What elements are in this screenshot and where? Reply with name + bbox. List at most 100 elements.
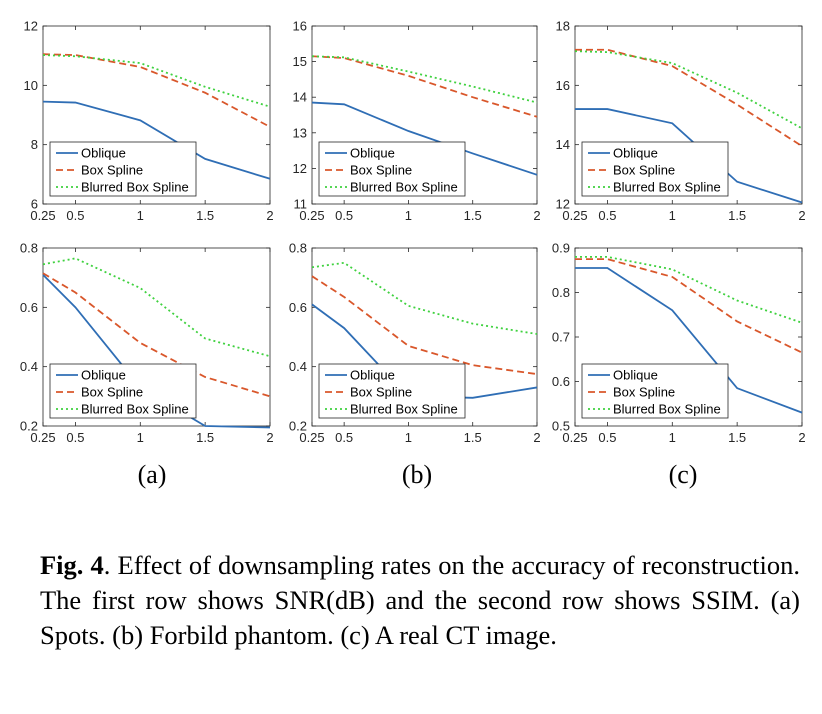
series-line-blurred-box-spline: [575, 255, 803, 324]
axes-box: [574, 25, 803, 205]
y-tick-label: 0.5: [552, 419, 570, 434]
legend-box: [49, 141, 197, 197]
panel-label-a: (a): [137, 460, 167, 489]
legend: Oblique Box Spline Blurred Box Spline: [49, 363, 197, 419]
legend-label-box-spline: Box Spline: [350, 385, 412, 400]
x-tick-label: 0.5: [598, 430, 616, 445]
chart-panel-a-snr: 0.25 0.5 1 1.5 2 6 8 10 12 Oblique Box Spline Blurr…: [24, 19, 274, 224]
legend: Oblique Box Spline Blurred Box Spline: [318, 363, 466, 419]
x-tick-label: 1.5: [728, 208, 746, 223]
x-tick-label: 1.5: [728, 430, 746, 445]
y-tick-label: 0.2: [20, 419, 38, 434]
x-tick-label: 1.5: [464, 430, 482, 445]
y-tick-label: 8: [31, 137, 38, 152]
y-tick-label: 14: [293, 90, 307, 105]
x-tick-label: 1.5: [464, 208, 482, 223]
chart-panel-b-snr: 0.25 0.5 1 1.5 2 11 12 13 14 15 16 Oblique Box Splin…: [293, 19, 541, 224]
y-tick-label: 12: [293, 161, 307, 176]
legend-label-box-spline: Box Spline: [350, 163, 412, 178]
y-tick-label: 12: [24, 19, 38, 34]
y-tick-label: 0.4: [289, 359, 307, 374]
x-tick-label: 1: [137, 208, 144, 223]
legend-label-oblique: Oblique: [350, 146, 395, 161]
x-tick-label: 0.25: [562, 430, 587, 445]
legend: Oblique Box Spline Blurred Box Spline: [581, 141, 729, 197]
legend-label-oblique: Oblique: [350, 368, 395, 383]
y-tick-label: 0.4: [20, 359, 38, 374]
axes-box: [42, 247, 271, 427]
series-line-oblique: [575, 267, 803, 414]
legend-label-oblique: Oblique: [613, 368, 658, 383]
legend-label-blurred-box-spline: Blurred Box Spline: [350, 402, 458, 417]
x-tick-label: 1: [137, 430, 144, 445]
caption-text: . Effect of downsampling rates on the ac…: [40, 550, 800, 650]
series-line-box-spline: [575, 48, 803, 147]
series-line-box-spline: [42, 53, 271, 128]
y-tick-label: 13: [293, 125, 307, 140]
series-line-box-spline: [42, 272, 271, 398]
x-tick-label: 0.25: [299, 208, 324, 223]
series-line-oblique: [575, 108, 803, 204]
x-tick-label: 0.5: [66, 208, 84, 223]
chart-panel-a-ssim: 0.25 0.5 1 1.5 2 0.2 0.4 0.6 0.8 Oblique Box Splin…: [20, 241, 274, 446]
legend-box: [318, 141, 466, 197]
x-tick-label: 0.25: [299, 430, 324, 445]
x-tick-label: 1: [405, 430, 412, 445]
legend-label-blurred-box-spline: Blurred Box Spline: [613, 180, 721, 195]
x-tick-label: 0.5: [335, 430, 353, 445]
x-tick-label: 0.25: [30, 430, 55, 445]
legend-box: [318, 363, 466, 419]
x-tick-label: 2: [798, 430, 805, 445]
legend: Oblique Box Spline Blurred Box Spline: [318, 141, 466, 197]
figure-caption: Fig. 4. Effect of downsampling rates on …: [40, 548, 800, 653]
y-tick-label: 10: [24, 78, 38, 93]
series-line-box-spline: [311, 55, 538, 118]
y-tick-label: 0.6: [20, 300, 38, 315]
series-line-blurred-box-spline: [42, 257, 271, 358]
legend-label-oblique: Oblique: [613, 146, 658, 161]
legend-label-oblique: Oblique: [81, 368, 126, 383]
series-line-blurred-box-spline: [311, 55, 538, 104]
x-tick-label: 0.5: [335, 208, 353, 223]
legend: Oblique Box Spline Blurred Box Spline: [581, 363, 729, 419]
x-tick-label: 2: [266, 430, 273, 445]
x-tick-label: 1: [669, 208, 676, 223]
y-tick-label: 12: [556, 197, 570, 212]
y-tick-label: 0.7: [552, 330, 570, 345]
caption-label: Fig. 4: [40, 550, 104, 580]
x-tick-label: 0.25: [562, 208, 587, 223]
axes-box: [311, 25, 538, 205]
legend-label-blurred-box-spline: Blurred Box Spline: [81, 180, 189, 195]
y-tick-label: 11: [294, 197, 308, 212]
panel-label-b: (b): [401, 460, 433, 489]
legend-box: [49, 363, 197, 419]
series-line-blurred-box-spline: [311, 261, 538, 335]
legend-box: [581, 363, 729, 419]
legend: Oblique Box Spline Blurred Box Spline: [49, 141, 197, 197]
x-tick-label: 1.5: [196, 430, 214, 445]
x-tick-label: 1: [405, 208, 412, 223]
series-line-blurred-box-spline: [42, 54, 271, 108]
x-tick-label: 2: [266, 208, 273, 223]
y-tick-label: 0.6: [289, 300, 307, 315]
legend-label-oblique: Oblique: [81, 146, 126, 161]
x-tick-label: 0.25: [30, 208, 55, 223]
legend-label-box-spline: Box Spline: [81, 163, 143, 178]
y-tick-label: 0.8: [20, 241, 38, 256]
y-tick-label: 0.8: [552, 285, 570, 300]
legend-box: [581, 141, 729, 197]
legend-label-blurred-box-spline: Blurred Box Spline: [350, 180, 458, 195]
legend-label-box-spline: Box Spline: [613, 385, 675, 400]
y-tick-label: 6: [31, 197, 38, 212]
series-line-oblique: [42, 100, 271, 180]
y-tick-label: 14: [556, 137, 570, 152]
x-tick-label: 0.5: [598, 208, 616, 223]
legend-label-box-spline: Box Spline: [613, 163, 675, 178]
x-tick-label: 2: [798, 208, 805, 223]
y-tick-label: 16: [556, 78, 570, 93]
series-line-box-spline: [575, 258, 803, 354]
axes-box: [42, 25, 271, 205]
